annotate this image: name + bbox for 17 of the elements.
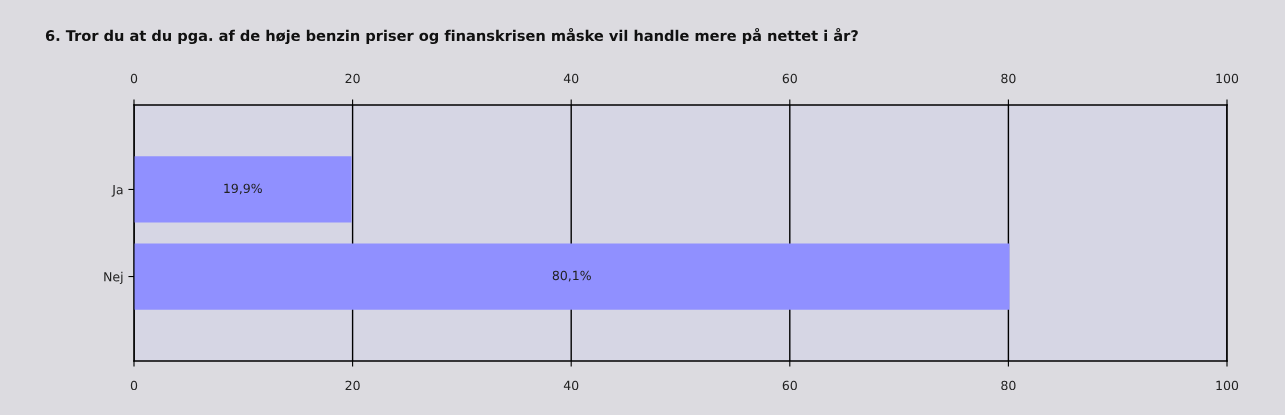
y-tick-label: Nej [104,271,123,284]
data-label: 19,9% [224,183,262,195]
y-tick-label: Ja [111,185,123,197]
x-tick-label: 100 [1216,380,1239,391]
chart-title: 6. Tror du at du pga. af de høje benzin priser og finanskrisen måske vil handle mere på nettet i år? [45,27,858,45]
x-tick-label: 0 [130,380,138,391]
x-tick-label: 20 [345,380,360,391]
x-tick-label: 60 [782,380,797,391]
x2-tick-label: 60 [782,73,797,84]
x2-tick-label: 100 [1216,73,1239,84]
x2-tick-label: 40 [563,73,579,84]
data-label: 80,1% [552,270,591,282]
x-tick-label: 80 [1001,380,1016,391]
x2-tick-label: 0 [130,73,138,84]
x2-tick-label: 80 [1001,73,1016,84]
x-tick-label: 40 [563,380,579,391]
x2-tick-label: 20 [345,73,360,84]
